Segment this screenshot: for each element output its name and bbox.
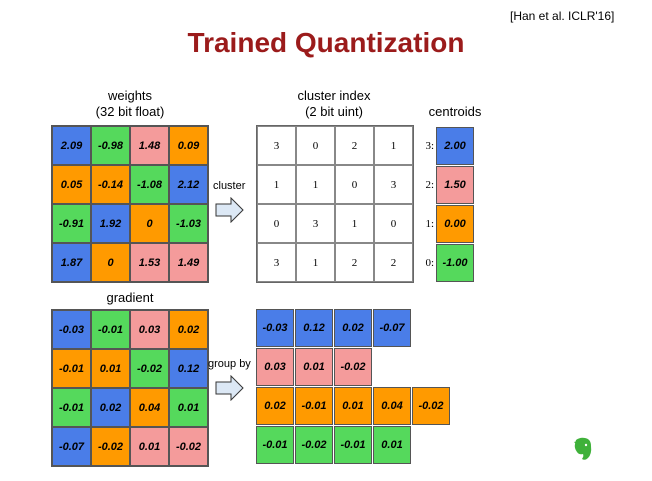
grouped-gradient-cell: 0.03 xyxy=(256,348,294,386)
weight-cell: 0.05 xyxy=(52,165,91,204)
weight-cell: 1.53 xyxy=(130,243,169,282)
gradient-cell: 0.01 xyxy=(169,388,208,427)
grouped-gradient-cell: -0.01 xyxy=(334,426,372,464)
centroid-value: -1.00 xyxy=(436,244,474,282)
grouped-gradient-cell: 0.01 xyxy=(373,426,411,464)
elephant-logo-icon xyxy=(574,437,592,460)
gradient-cell: -0.07 xyxy=(52,427,91,466)
cluster-index-title: cluster index xyxy=(297,88,371,103)
gradient-cell: -0.02 xyxy=(91,427,130,466)
centroid-row: 2: 1.50 xyxy=(418,166,474,204)
grouped-gradient-cell: -0.02 xyxy=(334,348,372,386)
gradient-cell: 0.01 xyxy=(91,349,130,388)
weight-cell: 2.12 xyxy=(169,165,208,204)
gradient-cell: 0.12 xyxy=(169,349,208,388)
centroid-index: 3: xyxy=(425,140,434,152)
weight-cell: 1.49 xyxy=(169,243,208,282)
grouped-gradient-cell: -0.02 xyxy=(295,426,333,464)
cluster-index-subtitle: (2 bit uint) xyxy=(305,104,363,119)
slide-title: Trained Quantization xyxy=(187,27,465,58)
cluster-index-cell: 0 xyxy=(374,204,413,243)
weights-label: weights (32 bit float) xyxy=(50,88,210,120)
gradient-cell: -0.02 xyxy=(169,427,208,466)
centroid-index: 2: xyxy=(425,179,434,191)
grouped-gradient-cell: -0.02 xyxy=(412,387,450,425)
cluster-arrow-icon xyxy=(215,197,244,223)
gradient-cell: 0.02 xyxy=(91,388,130,427)
weight-cell: 2.09 xyxy=(52,126,91,165)
centroid-index: 1: xyxy=(425,218,434,230)
cluster-index-cell: 3 xyxy=(296,204,335,243)
cluster-index-cell: 3 xyxy=(374,165,413,204)
centroid-value: 1.50 xyxy=(436,166,474,204)
group-arrow-label: group by xyxy=(208,358,251,370)
gradient-label: gradient xyxy=(106,290,154,305)
weight-cell: 1.87 xyxy=(52,243,91,282)
weight-cell: 0 xyxy=(130,204,169,243)
weight-cell: 1.92 xyxy=(91,204,130,243)
grouped-gradient-cell: -0.03 xyxy=(256,309,294,347)
weight-cell: 0.09 xyxy=(169,126,208,165)
centroid-value: 0.00 xyxy=(436,205,474,243)
gradient-cell: 0.03 xyxy=(130,310,169,349)
weight-cell: 0 xyxy=(91,243,130,282)
gradient-cell: -0.02 xyxy=(130,349,169,388)
gradient-cell: -0.01 xyxy=(91,310,130,349)
cluster-arrow-label: cluster xyxy=(213,180,246,192)
grouped-gradient-cell: 0.12 xyxy=(295,309,333,347)
weight-cell: -0.98 xyxy=(91,126,130,165)
grouped-gradient-cell: 0.01 xyxy=(334,387,372,425)
gradient-cell: 0.01 xyxy=(130,427,169,466)
centroid-index: 0: xyxy=(425,257,434,269)
group-arrow-icon xyxy=(215,375,244,401)
gradient-cell: 0.02 xyxy=(169,310,208,349)
weights-matrix: 2.09 -0.98 1.48 0.09 0.05 -0.14 -1.08 2.12 -0.91… xyxy=(51,125,209,283)
gradient-cell: -0.01 xyxy=(52,349,91,388)
cluster-index-cell: 2 xyxy=(374,243,413,282)
weight-cell: -0.91 xyxy=(52,204,91,243)
centroid-row: 0: -1.00 xyxy=(418,244,474,282)
cluster-index-cell: 3 xyxy=(257,243,296,282)
cluster-index-cell: 1 xyxy=(296,243,335,282)
grouped-gradient-cell: 0.02 xyxy=(256,387,294,425)
cluster-index-cell: 1 xyxy=(374,126,413,165)
weights-title: weights xyxy=(107,88,153,103)
grouped-gradient-cell: -0.01 xyxy=(295,387,333,425)
grouped-gradient-cell: -0.07 xyxy=(373,309,411,347)
weight-cell: -0.14 xyxy=(91,165,130,204)
weight-cell: -1.03 xyxy=(169,204,208,243)
cluster-index-cell: 3 xyxy=(257,126,296,165)
grouped-gradient-cell: -0.01 xyxy=(256,426,294,464)
cluster-index-cell: 2 xyxy=(335,126,374,165)
weights-subtitle: (32 bit float) xyxy=(95,104,165,119)
cluster-index-cell: 2 xyxy=(335,243,374,282)
weight-cell: -1.08 xyxy=(130,165,169,204)
centroids-label: centroids xyxy=(428,104,482,119)
grouped-gradient-cell: 0.04 xyxy=(373,387,411,425)
grouped-gradient-cell: 0.01 xyxy=(295,348,333,386)
centroid-value: 2.00 xyxy=(436,127,474,165)
cluster-index-cell: 1 xyxy=(257,165,296,204)
cluster-index-cell: 0 xyxy=(335,165,374,204)
gradient-cell: 0.04 xyxy=(130,388,169,427)
centroid-row: 3: 2.00 xyxy=(418,127,474,165)
cluster-index-cell: 1 xyxy=(335,204,374,243)
citation: [Han et al. ICLR'16] xyxy=(510,9,615,23)
centroid-row: 1: 0.00 xyxy=(418,205,474,243)
cluster-index-label: cluster index (2 bit uint) xyxy=(256,88,412,120)
gradient-cell: -0.03 xyxy=(52,310,91,349)
grouped-gradient-cell: 0.02 xyxy=(334,309,372,347)
gradient-cell: -0.01 xyxy=(52,388,91,427)
cluster-index-cell: 0 xyxy=(296,126,335,165)
gradient-matrix: -0.03 -0.01 0.03 0.02 -0.01 0.01 -0.02 0.12 -0.0… xyxy=(51,309,209,467)
cluster-index-cell: 0 xyxy=(257,204,296,243)
cluster-index-cell: 1 xyxy=(296,165,335,204)
weight-cell: 1.48 xyxy=(130,126,169,165)
